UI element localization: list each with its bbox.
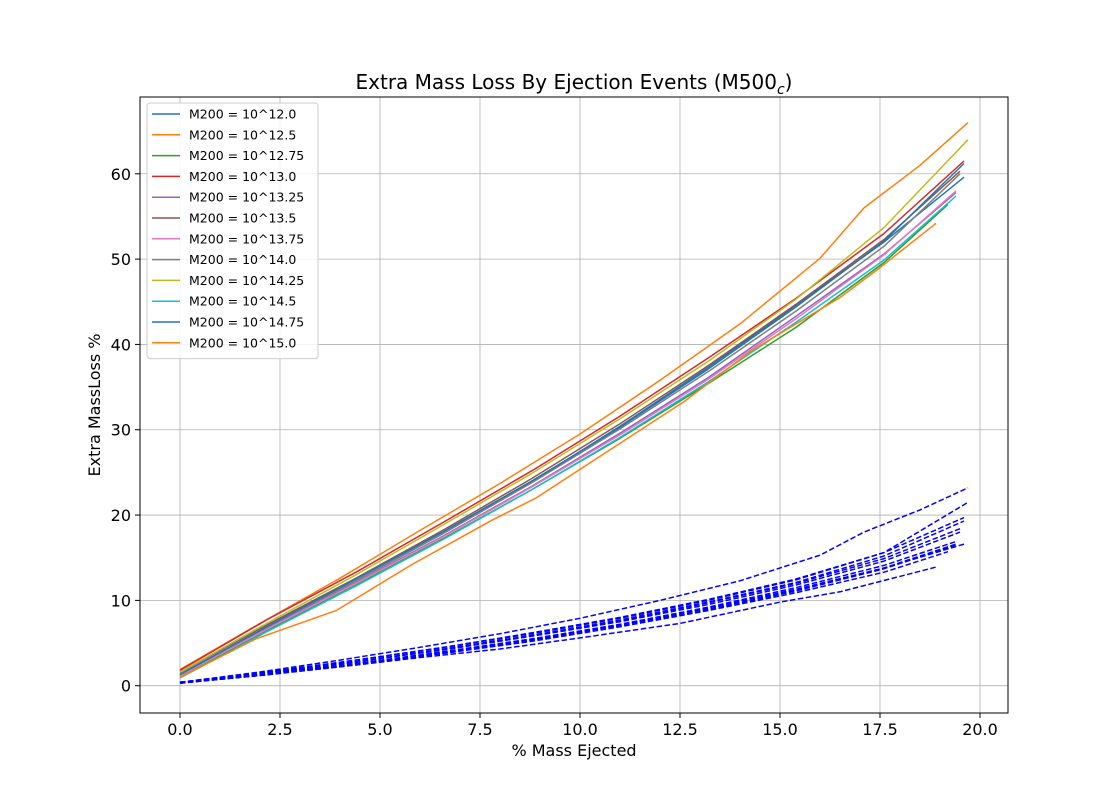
legend-entry: M200 = 10^13.75 [189,231,304,246]
series-line [179,195,957,679]
x-axis: 0.0 2.5 5.0 7.5 10.0 12.5 15.0 17.5 20.0 [167,713,998,739]
dashed-series-line [179,520,965,684]
x-tick-label: 7.5 [467,720,492,739]
y-tick-label: 60 [111,165,131,184]
series-line [179,190,957,677]
x-tick-label: 0.0 [167,720,192,739]
x-axis-label: % Mass Ejected [511,741,636,760]
series-line [179,139,969,673]
legend-box [146,102,319,360]
legend-entry: M200 = 10^14.5 [189,294,296,309]
series-lines [179,122,969,684]
y-tick-label: 50 [111,250,131,269]
chart-title-suffix: ) [785,70,793,94]
x-tick-label: 20.0 [962,720,998,739]
legend-entry: M200 = 10^15.0 [189,335,296,350]
y-axis-label: Extra MassLoss % [85,334,104,477]
x-tick-label: 17.5 [862,720,898,739]
x-tick-label: 2.5 [267,720,292,739]
legend-entry: M200 = 10^12.0 [189,107,296,122]
y-tick-label: 20 [111,506,131,525]
x-tick-label: 15.0 [762,720,798,739]
y-tick-label: 40 [111,335,131,354]
legend-entry: M200 = 10^13.0 [189,169,296,184]
legend-entry: M200 = 10^14.25 [189,273,304,288]
chart-title-subscript: c [777,82,785,98]
y-tick-label: 10 [111,591,131,610]
legend-entry: M200 = 10^12.75 [189,148,304,163]
chart-title-main: Extra Mass Loss By Ejection Events (M500 [356,70,777,94]
dashed-series-line [179,566,937,684]
legend-entry: M200 = 10^13.25 [189,190,304,205]
y-axis: 0 10 20 30 40 50 60 [111,165,140,696]
legend-entry: M200 = 10^14.75 [189,315,304,330]
legend-entry: M200 = 10^13.5 [189,211,296,226]
x-tick-label: 10.0 [562,720,598,739]
plot-frame [139,96,1009,714]
legend-entry: M200 = 10^12.5 [189,127,296,142]
series-line [179,222,937,678]
dashed-series-line [179,487,969,684]
legend-entry: M200 = 10^14.0 [189,252,296,267]
series-line [179,173,961,675]
y-tick-label: 30 [111,421,131,440]
dashed-series-line [179,501,969,684]
series-line [179,162,965,676]
chart-title: Extra Mass Loss By Ejection Events (M500… [356,70,793,98]
x-tick-label: 12.5 [662,720,698,739]
grid [140,97,1008,713]
y-tick-label: 0 [121,677,131,696]
series-line [179,160,965,671]
series-line [179,122,969,671]
series-line [179,170,961,673]
x-tick-label: 5.0 [367,720,392,739]
legend: M200 = 10^12.0 M200 = 10^12.5 M200 = 10^12… [146,102,319,360]
